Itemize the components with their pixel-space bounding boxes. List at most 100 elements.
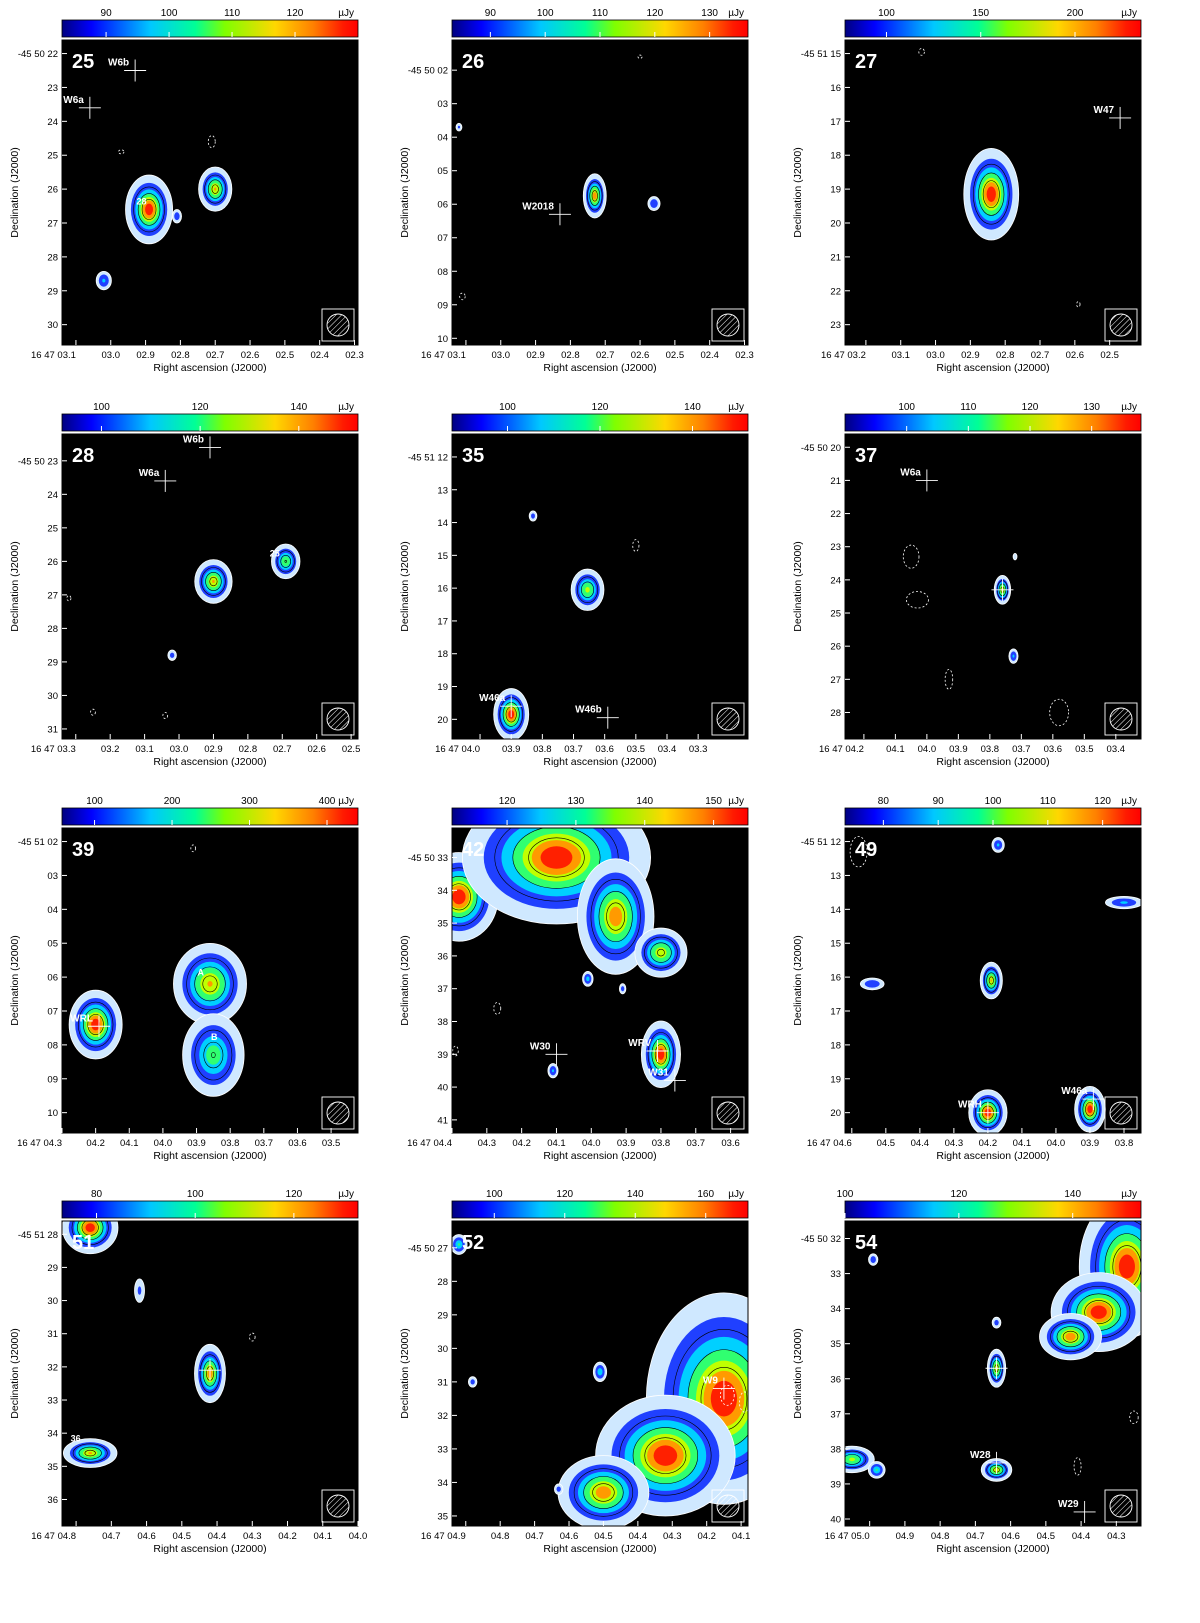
colorbar-tick-label: 130	[1083, 402, 1100, 413]
x-tick-label: 04.7	[525, 1531, 544, 1542]
colorbar-tick-label: 140	[1064, 1189, 1081, 1200]
x-tick-label: 04.1	[732, 1531, 751, 1542]
x-tick-label: 04.2	[86, 1138, 105, 1149]
contour-line	[573, 1468, 634, 1517]
contour-line	[1050, 1321, 1091, 1352]
image-area: W9	[452, 1234, 748, 1526]
y-tick-label: 19	[437, 682, 448, 693]
contour-line	[83, 1008, 109, 1041]
colorbar-gradient	[61, 1200, 359, 1219]
y-tick-label: 03	[47, 871, 58, 882]
colorbar-gradient	[61, 19, 359, 38]
x-tick-label: 02.9	[136, 350, 155, 361]
x-tick-label: 04.8	[931, 1531, 950, 1542]
beam-ellipse	[326, 1101, 350, 1125]
image-area: W6a W6b 25	[66, 434, 301, 719]
x-tick-label: 04.2	[512, 1138, 531, 1149]
contour-level	[470, 1379, 475, 1385]
x-tick-label: 04.3	[945, 1138, 964, 1149]
colorbar-tick-label: 110	[592, 8, 608, 19]
source-marker: W2018	[522, 201, 571, 226]
marker-label: 25	[270, 548, 280, 558]
marker-label: W30	[530, 1041, 551, 1052]
colorbar-tick-label: 100	[537, 8, 554, 19]
colorbar: 90 100 110 120 130 µJy	[451, 8, 749, 38]
x-tick-label: 04.5	[1037, 1531, 1056, 1542]
colorbar-tick-label: 120	[499, 796, 516, 807]
contour-level	[85, 1223, 95, 1233]
x-tick-label: 02.5	[276, 350, 295, 361]
emission-source	[455, 122, 463, 132]
x-tick-label: 04.8	[491, 1531, 510, 1542]
y-tick-label: 33	[47, 1396, 58, 1407]
y-tick-label: 36	[47, 1495, 58, 1506]
negative-contour	[1076, 301, 1081, 308]
x-tick-label: 02.5	[666, 350, 685, 361]
colorbar-tick-label: 100	[898, 402, 915, 413]
y-tick-label: 14	[830, 905, 841, 916]
contour-line	[644, 936, 678, 969]
negative-contour	[1129, 1410, 1139, 1425]
colorbar: 100 110 120 130 µJy	[844, 402, 1142, 432]
colorbar-tick-label: 200	[1067, 8, 1084, 19]
source-marker: WRV	[628, 1038, 669, 1063]
x-tick-label: 03.3	[689, 744, 708, 755]
x-tick-label: 03.9	[617, 1138, 636, 1149]
contour-level	[540, 846, 573, 869]
x-tick-label: 03.5	[322, 1138, 341, 1149]
beam-ellipse	[326, 707, 350, 731]
contour-line	[84, 1449, 96, 1457]
source-marker: W6a	[139, 468, 177, 492]
panel-number: 37	[855, 445, 877, 467]
y-tick-label: 03	[437, 99, 448, 110]
colorbar-tick-label: 140	[684, 402, 701, 413]
x-tick-label: 02.6	[631, 350, 650, 361]
contour-line	[983, 968, 999, 993]
emission-source	[182, 1013, 245, 1097]
colorbar: 100 200 300 400 µJy	[61, 796, 359, 826]
contour-level	[864, 980, 880, 988]
beam-ellipse	[1109, 313, 1133, 337]
colorbar-tick-label: 100	[837, 1189, 854, 1200]
emission-source	[647, 196, 661, 211]
y-axis: -45 50 02 03 04 05 06 07 08 09 10 Declination (J2…	[399, 66, 457, 345]
x-tick-label: 16 47 04.8	[31, 1531, 76, 1542]
x-axis-label: Right ascension (J2000)	[153, 1543, 266, 1555]
y-axis: -45 50 33 34 35 36 37 38 39 40 41 Declination (J2…	[399, 853, 457, 1126]
contour-level	[875, 1468, 878, 1472]
x-tick-label: 16 47 03.1	[31, 350, 76, 361]
x-tick-label: 02.7	[273, 744, 292, 755]
contour-level	[592, 192, 597, 200]
y-tick-label: 22	[830, 286, 841, 297]
x-tick-label: 03.9	[187, 1138, 206, 1149]
colorbar: 100 120 140 µJy	[451, 402, 749, 432]
y-tick-label: 22	[830, 509, 841, 520]
contour-line	[581, 581, 595, 598]
y-tick-label: 30	[437, 1344, 448, 1355]
image-frame	[451, 433, 749, 740]
y-tick-label: 25	[47, 151, 58, 162]
y-tick-label: -45 51 12	[408, 452, 448, 463]
x-tick-label: 04.0	[1047, 1138, 1066, 1149]
marker-label: W6a	[900, 467, 921, 478]
y-tick-label: 29	[47, 1263, 58, 1274]
y-tick-label: 04	[437, 133, 448, 144]
x-tick-label: 03.6	[595, 744, 614, 755]
y-tick-label: 33	[437, 1444, 448, 1455]
image-area: W6a	[900, 467, 1069, 727]
colorbar: 100 120 140 µJy	[837, 1189, 1142, 1219]
contour-line	[592, 1483, 615, 1502]
colorbar-tick-label: 400	[319, 796, 336, 807]
x-tick-label: 02.7	[596, 350, 615, 361]
x-tick-label: 02.6	[307, 744, 326, 755]
y-tick-label: 25	[47, 523, 58, 534]
marker-label: W46b	[575, 705, 602, 716]
contour-line	[644, 1437, 687, 1474]
y-axis-label: Declination (J2000)	[399, 147, 411, 237]
colorbar-tick-label: 110	[960, 402, 976, 413]
y-axis-label: Declination (J2000)	[9, 147, 21, 237]
y-tick-label: 09	[47, 1074, 58, 1085]
contour-level	[531, 513, 535, 519]
contour-line	[133, 186, 165, 233]
emission-source	[62, 1221, 119, 1255]
